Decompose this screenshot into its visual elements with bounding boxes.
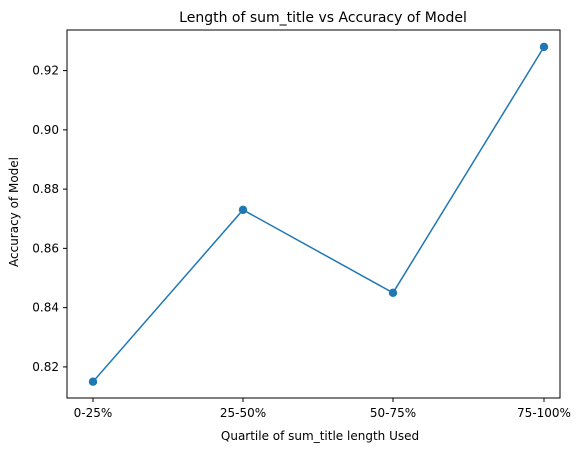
- y-tick-label: 0.86: [32, 241, 59, 255]
- series-layer: [88, 42, 549, 386]
- x-tick-label: 75-100%: [517, 406, 571, 420]
- y-axis: 0.82 0.84 0.86 0.88 0.90 0.92: [32, 64, 67, 374]
- series-line: [92, 46, 545, 383]
- x-axis: 0-25% 25-50% 50-75% 75-100%: [74, 398, 571, 420]
- data-point: [238, 205, 248, 215]
- x-axis-label: Quartile of sum_title length Used: [221, 429, 419, 443]
- data-point: [388, 288, 398, 298]
- plot-area: [66, 29, 561, 399]
- y-tick-label: 0.82: [32, 360, 59, 374]
- y-tick-label: 0.84: [32, 301, 59, 315]
- data-point: [88, 377, 98, 386]
- chart-title: Length of sum_title vs Accuracy of Model: [179, 10, 467, 26]
- x-tick-label: 0-25%: [74, 406, 113, 420]
- y-tick-label: 0.90: [32, 123, 59, 137]
- y-axis-label: Accuracy of Model: [7, 157, 21, 267]
- x-tick-label: 50-75%: [370, 406, 416, 420]
- y-tick-label: 0.92: [32, 64, 59, 78]
- x-tick-label: 25-50%: [220, 406, 266, 420]
- data-point: [539, 42, 549, 52]
- y-tick-label: 0.88: [32, 182, 59, 196]
